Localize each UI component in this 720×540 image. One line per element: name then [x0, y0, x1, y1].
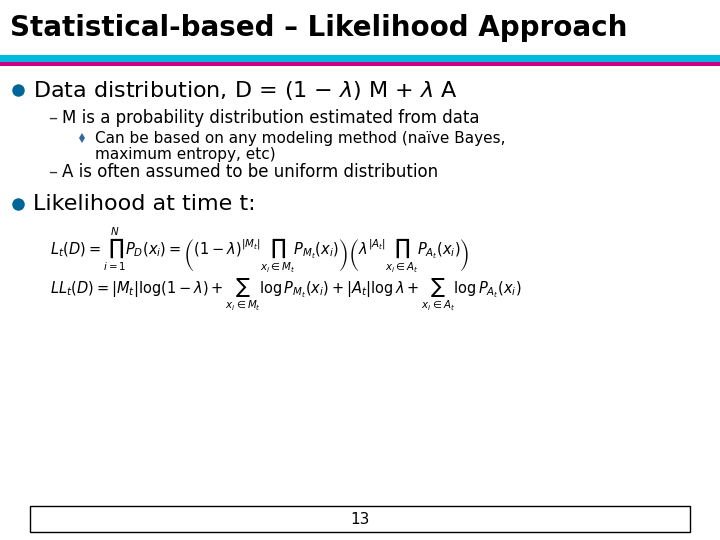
- Text: A is often assumed to be uniform distribution: A is often assumed to be uniform distrib…: [62, 163, 438, 181]
- Text: $L_t(D) = \prod_{i=1}^{N} P_D(x_i) = \left( (1-\lambda)^{|M_t|} \prod_{x_i \in M: $L_t(D) = \prod_{i=1}^{N} P_D(x_i) = \le…: [50, 225, 469, 274]
- Bar: [0, 62, 720, 66]
- Text: Statistical-based – Likelihood Approach: Statistical-based – Likelihood Approach: [10, 14, 627, 42]
- Bar: [0, 55, 720, 62]
- Text: maximum entropy, etc): maximum entropy, etc): [95, 146, 276, 161]
- Bar: [30, 506, 690, 532]
- Text: M is a probability distribution estimated from data: M is a probability distribution estimate…: [62, 109, 480, 127]
- Text: –: –: [48, 109, 57, 127]
- Text: 13: 13: [351, 511, 369, 526]
- Text: –: –: [48, 163, 57, 181]
- Text: $LL_t(D) = |M_t|\log(1-\lambda) + \sum_{x_i \in M_t} \log P_{M_t}(x_i) + |A_t|\l: $LL_t(D) = |M_t|\log(1-\lambda) + \sum_{…: [50, 277, 521, 313]
- Text: Likelihood at time t:: Likelihood at time t:: [33, 194, 256, 214]
- Text: Can be based on any modeling method (naïve Bayes,: Can be based on any modeling method (naï…: [95, 131, 505, 145]
- Bar: [0, 0, 720, 55]
- Text: Data distribution, D = (1 $-$ $\lambda$) M + $\lambda$ A: Data distribution, D = (1 $-$ $\lambda$)…: [33, 78, 458, 102]
